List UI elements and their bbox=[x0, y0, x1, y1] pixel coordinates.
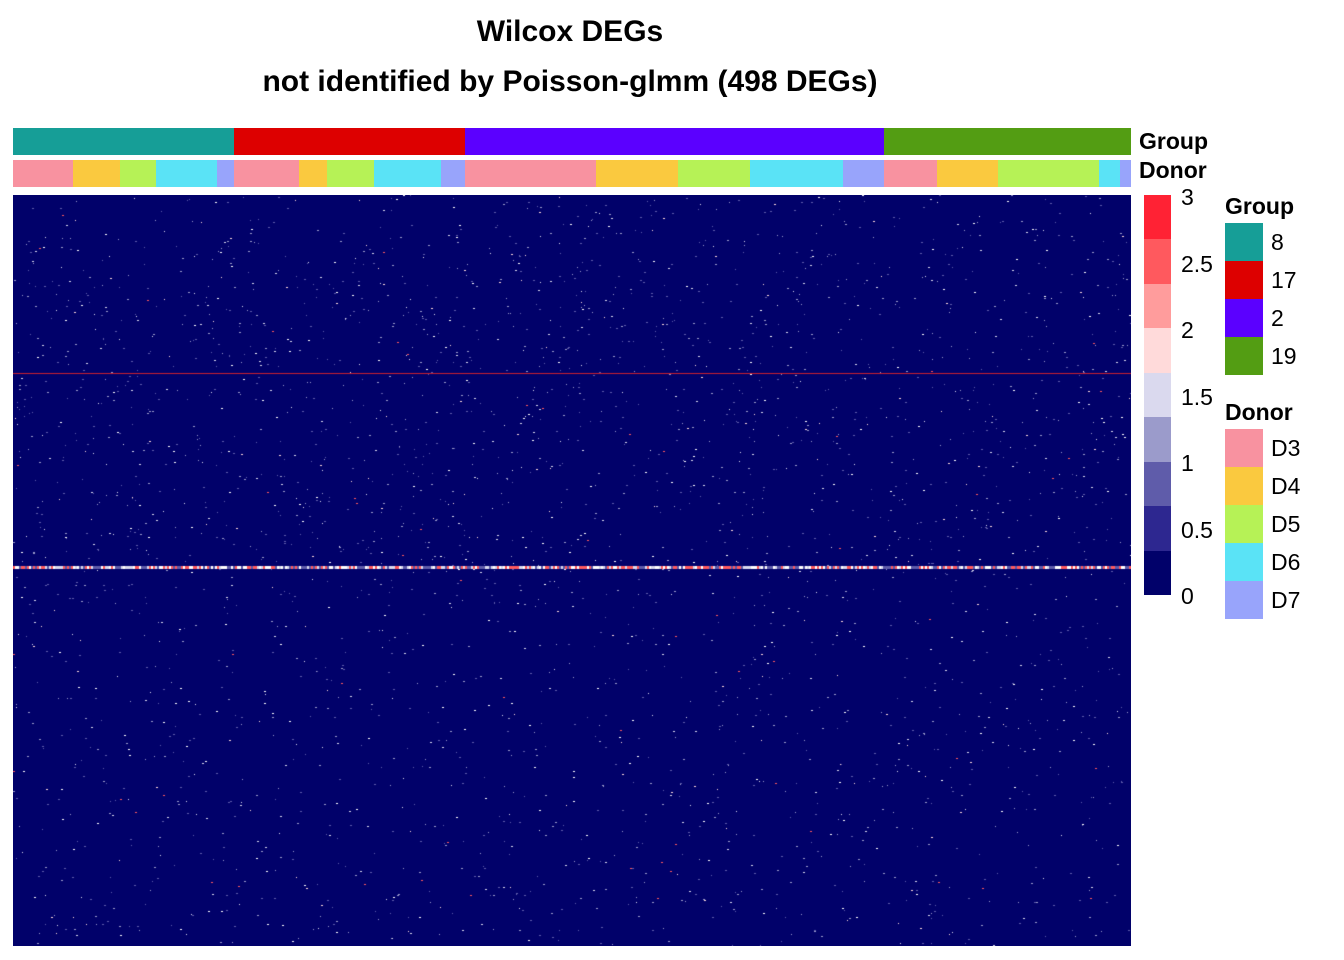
color-scale-bar bbox=[1144, 195, 1171, 595]
color-scale-step bbox=[1144, 506, 1171, 551]
chart-title: Wilcox DEGs bbox=[476, 15, 664, 48]
donor-segment-d6 bbox=[1098, 160, 1120, 187]
color-scale-tick-label: 2 bbox=[1181, 317, 1194, 343]
legend-label: 8 bbox=[1271, 229, 1284, 255]
color-scale-step bbox=[1144, 195, 1171, 240]
legend-swatch bbox=[1225, 223, 1263, 261]
group-annotation-label: Group bbox=[1139, 128, 1208, 154]
donor-segment-d7 bbox=[217, 160, 235, 187]
donor-annotation-bar bbox=[13, 160, 1131, 187]
donor-segment-d5 bbox=[998, 160, 1099, 187]
color-scale-step bbox=[1144, 283, 1171, 329]
group-segment-8 bbox=[13, 128, 235, 155]
donor-annotation-label: Donor bbox=[1139, 157, 1207, 183]
color-scale-tick-label: 1 bbox=[1181, 450, 1194, 476]
donor-segment-d5 bbox=[326, 160, 374, 187]
legend-label: D3 bbox=[1271, 435, 1301, 461]
legend-swatch bbox=[1225, 581, 1263, 619]
donor-segment-d6 bbox=[750, 160, 843, 187]
legend-label: D7 bbox=[1271, 587, 1301, 613]
donor-segment-d4 bbox=[596, 160, 678, 187]
color-scale-step bbox=[1144, 328, 1171, 373]
donor-segment-d3 bbox=[465, 160, 597, 187]
group-legend-item: 2 bbox=[1225, 299, 1344, 337]
group-segment-17 bbox=[234, 128, 465, 155]
color-scale-tick-label: 0.5 bbox=[1181, 516, 1213, 543]
legend-label: 2 bbox=[1271, 305, 1284, 331]
group-annotation-bar bbox=[13, 128, 1131, 155]
donor-legend-item: D7 bbox=[1225, 581, 1344, 619]
donor-segment-d4 bbox=[298, 160, 327, 187]
group-legend-title: Group bbox=[1225, 193, 1294, 219]
group-legend-item: 19 bbox=[1225, 337, 1344, 375]
color-scale-tick-label: 1.5 bbox=[1181, 383, 1213, 410]
donor-segment-d5 bbox=[677, 160, 751, 187]
color-scale-step bbox=[1144, 239, 1171, 284]
donor-segment-d7 bbox=[440, 160, 466, 187]
group-legend-item: 8 bbox=[1225, 223, 1344, 261]
donor-segment-d5 bbox=[120, 160, 156, 187]
color-scale-tick-label: 0 bbox=[1181, 583, 1194, 609]
heatmap-body bbox=[13, 195, 1131, 946]
donor-segment-d3 bbox=[234, 160, 299, 187]
legend-swatch bbox=[1225, 429, 1263, 467]
legend-label: 17 bbox=[1271, 267, 1297, 293]
legend-label: D6 bbox=[1271, 549, 1301, 575]
legend-label: 19 bbox=[1271, 343, 1297, 369]
group-segment-19 bbox=[883, 128, 1131, 155]
donor-legend-title: Donor bbox=[1225, 399, 1293, 425]
legend-swatch bbox=[1225, 467, 1263, 505]
legend-swatch bbox=[1225, 337, 1263, 375]
donor-segment-d7 bbox=[1119, 160, 1131, 187]
color-scale-tick-label: 3 bbox=[1181, 184, 1194, 210]
color-scale-step bbox=[1144, 372, 1171, 418]
donor-legend-item: D4 bbox=[1225, 467, 1344, 505]
legend-swatch bbox=[1225, 299, 1263, 337]
color-scale-step bbox=[1144, 417, 1171, 462]
donor-segment-d3 bbox=[13, 160, 74, 187]
donor-segment-d4 bbox=[936, 160, 999, 187]
donor-segment-d4 bbox=[73, 160, 121, 187]
group-legend-item: 17 bbox=[1225, 261, 1344, 299]
legend-label: D4 bbox=[1271, 473, 1301, 499]
legend-swatch bbox=[1225, 543, 1263, 581]
donor-segment-d3 bbox=[884, 160, 937, 187]
color-scale-step bbox=[1144, 550, 1171, 595]
group-segment-2 bbox=[464, 128, 884, 155]
donor-legend-item: D5 bbox=[1225, 505, 1344, 543]
donor-legend-item: D3 bbox=[1225, 429, 1344, 467]
legend-label: D5 bbox=[1271, 511, 1301, 537]
donor-segment-d6 bbox=[373, 160, 441, 187]
color-scale-tick-label: 2.5 bbox=[1181, 250, 1213, 277]
color-scale-step bbox=[1144, 461, 1171, 507]
chart-subtitle: not identified by Poisson-glmm (498 DEGs… bbox=[262, 65, 878, 98]
legend-swatch bbox=[1225, 505, 1263, 543]
legend-swatch bbox=[1225, 261, 1263, 299]
donor-legend-item: D6 bbox=[1225, 543, 1344, 581]
donor-segment-d7 bbox=[842, 160, 885, 187]
donor-segment-d6 bbox=[155, 160, 218, 187]
